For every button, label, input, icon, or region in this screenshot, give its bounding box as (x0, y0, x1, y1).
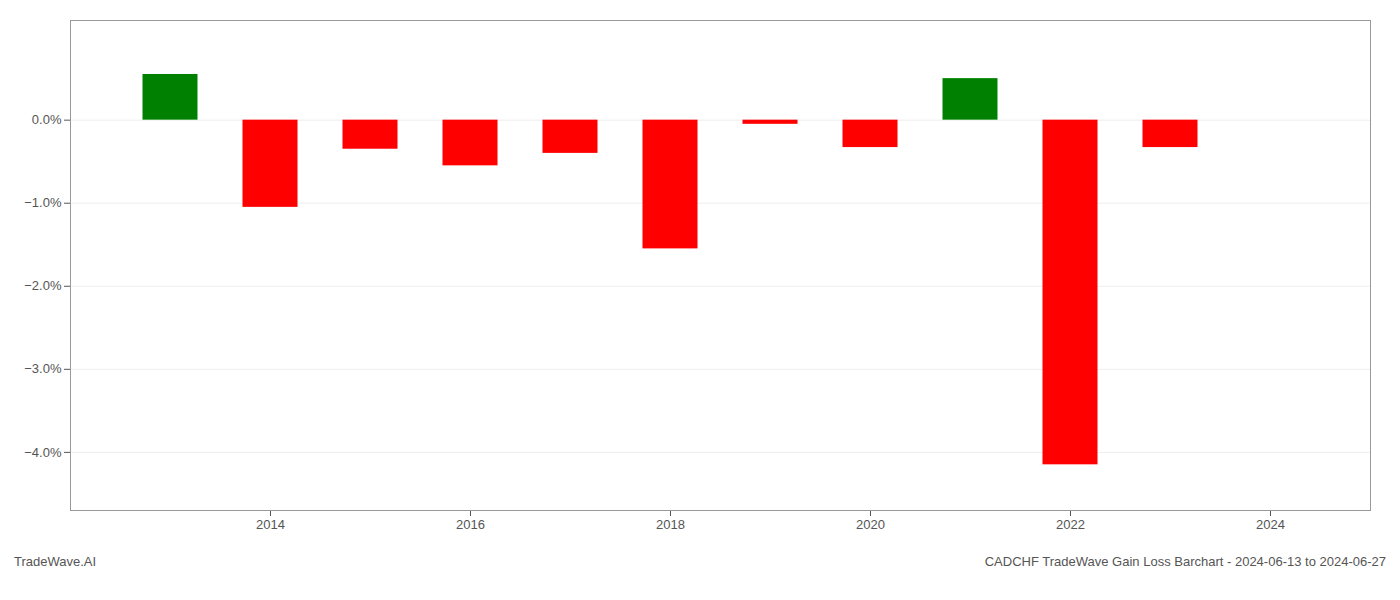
svg-text:2016: 2016 (456, 517, 485, 532)
svg-text:−4.0%: −4.0% (24, 445, 62, 460)
svg-text:−1.0%: −1.0% (24, 195, 62, 210)
svg-text:0.0%: 0.0% (32, 112, 62, 127)
svg-text:−3.0%: −3.0% (24, 361, 62, 376)
html-text:TradeWave.AI: TradeWave.AI (14, 554, 97, 569)
svg-text:2014: 2014 (256, 517, 285, 532)
svg-text:−2.0%: −2.0% (24, 278, 62, 293)
svg-text:2022: 2022 (1056, 517, 1085, 532)
svg-text:2018: 2018 (656, 517, 685, 532)
svg-text:2024: 2024 (1256, 517, 1285, 532)
html-text:CADCHF TradeWave Gain Loss Bar: CADCHF TradeWave Gain Loss Barchart - 20… (984, 554, 1386, 569)
svg-text:2020: 2020 (856, 517, 885, 532)
